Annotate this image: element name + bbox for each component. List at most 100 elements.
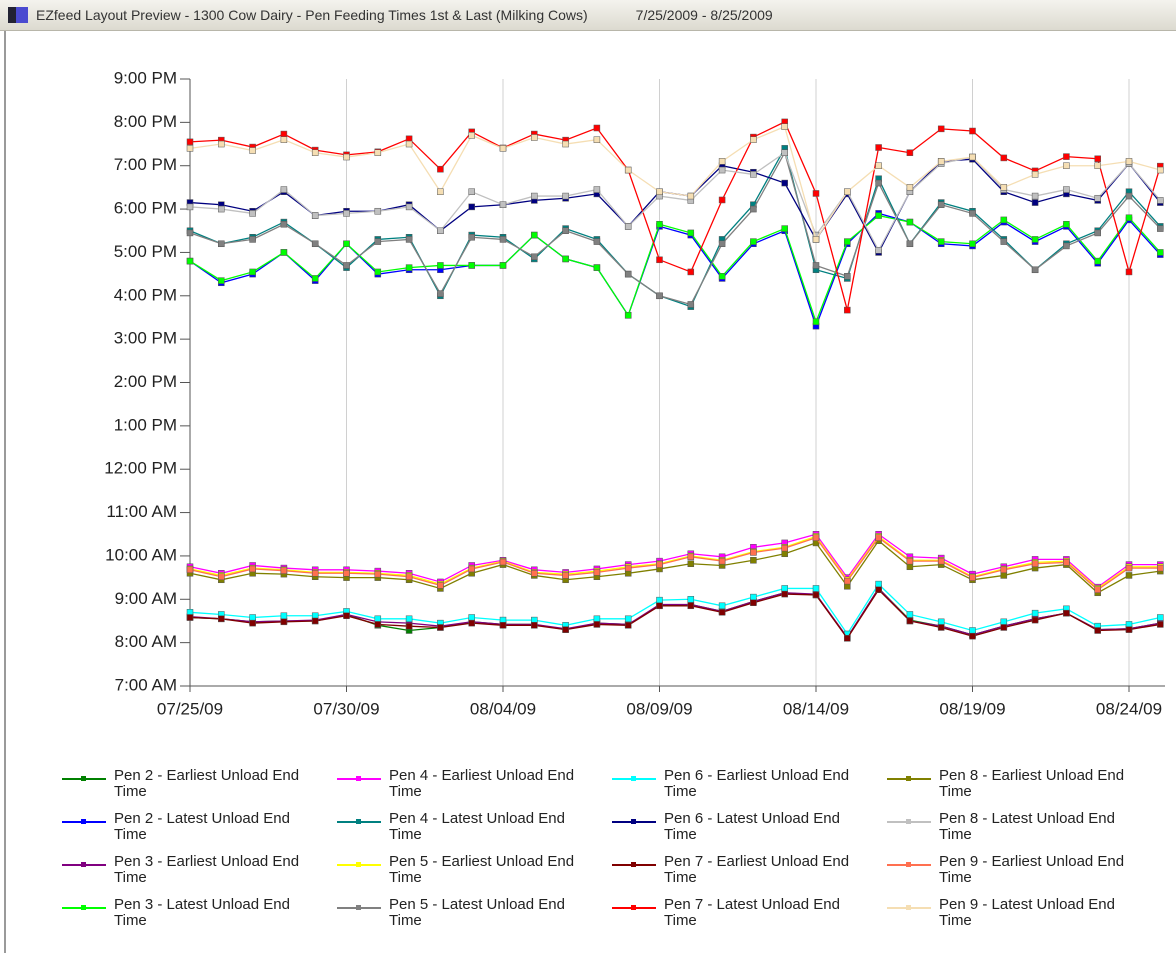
series-line [189, 158, 1161, 254]
series-line [189, 539, 1161, 594]
legend-item: Pen 6 - Earliest Unload End Time [612, 768, 882, 811]
data-point [374, 621, 382, 628]
data-point [280, 249, 288, 256]
data-point [186, 566, 194, 574]
legend-item: Pen 9 - Latest Unload End Time [887, 897, 1157, 940]
data-point [969, 210, 976, 217]
data-point [812, 262, 820, 269]
data-point [937, 624, 945, 631]
y-tick-label: 6:00 PM [114, 199, 177, 218]
data-point [718, 602, 726, 610]
legend-marker [631, 776, 636, 781]
data-point [875, 247, 882, 254]
data-point [750, 205, 757, 213]
legend-label: Pen 4 - Earliest Unload End Time [389, 767, 575, 800]
data-point [718, 166, 726, 174]
legend: Pen 2 - Earliest Unload End Time Pen 2 - … [62, 768, 1172, 948]
data-point [906, 563, 914, 571]
data-point [531, 253, 538, 261]
x-tick-label: 08/24/09 [1096, 699, 1162, 718]
data-point [1157, 614, 1164, 621]
data-point [343, 262, 350, 269]
legend-label: Pen 8 - Earliest Unload End Time [939, 767, 1125, 800]
data-point [186, 145, 194, 152]
data-point [311, 617, 319, 625]
data-point [812, 236, 820, 243]
data-point [906, 218, 914, 226]
legend-marker [906, 819, 911, 824]
data-point [499, 236, 507, 243]
data-point [844, 273, 851, 280]
data-point [1031, 266, 1039, 274]
legend-marker [356, 862, 361, 867]
data-point [1063, 162, 1070, 169]
data-point [937, 201, 945, 208]
data-point [437, 188, 444, 195]
data-point [374, 570, 382, 578]
data-point [750, 599, 757, 607]
data-point [687, 602, 695, 610]
series-line [189, 212, 1161, 329]
data-point [687, 268, 695, 276]
data-point [562, 572, 569, 579]
legend-item: Pen 8 - Earliest Unload End Time [887, 768, 1157, 811]
data-point [405, 140, 413, 148]
y-tick-label: 7:00 PM [114, 155, 177, 174]
data-point [844, 306, 851, 314]
data-point [1063, 242, 1070, 250]
data-point [781, 225, 788, 232]
data-point [531, 192, 538, 200]
data-point [405, 573, 413, 580]
data-point [906, 184, 914, 191]
legend-marker [906, 905, 911, 910]
series [186, 123, 1164, 243]
data-point [218, 277, 225, 284]
chart-title: EZfeed Layout Preview - 1300 Cow Dairy -… [36, 7, 588, 23]
legend-item: Pen 4 - Earliest Unload End Time [337, 768, 607, 811]
data-point [1031, 236, 1039, 243]
data-point [249, 210, 256, 217]
data-point [186, 138, 194, 146]
y-tick-label: 8:00 AM [115, 632, 177, 651]
data-point [186, 257, 194, 265]
series [186, 149, 1164, 254]
data-point [249, 236, 256, 243]
data-point [437, 227, 444, 234]
legend-marker [81, 776, 86, 781]
x-tick-label: 08/19/09 [939, 699, 1005, 718]
data-point [1000, 216, 1008, 224]
data-point [468, 565, 475, 573]
y-tick-label: 10:00 AM [105, 545, 177, 564]
data-point [437, 290, 444, 297]
title-bar: EZfeed Layout Preview - 1300 Cow Dairy -… [0, 0, 1176, 31]
data-point [1157, 564, 1164, 572]
data-point [249, 147, 256, 154]
data-point [750, 549, 757, 556]
series-line [189, 151, 1161, 252]
legend-marker [356, 905, 361, 910]
window-border [4, 31, 6, 953]
data-point [1063, 609, 1070, 617]
data-point [374, 615, 382, 623]
data-point [280, 612, 288, 620]
data-point [812, 190, 820, 197]
data-point [687, 192, 695, 200]
data-point [624, 622, 632, 629]
data-point [1094, 257, 1101, 265]
data-point [1157, 197, 1164, 204]
data-point [781, 149, 788, 156]
legend-label: Pen 4 - Latest Unload End Time [389, 810, 565, 843]
data-point [468, 188, 475, 195]
legend-label: Pen 2 - Earliest Unload End Time [114, 767, 300, 800]
data-point [343, 210, 350, 217]
legend-label: Pen 3 - Earliest Unload End Time [114, 853, 300, 886]
series-line [189, 533, 1161, 588]
data-point [781, 550, 788, 558]
y-tick-label: 4:00 PM [114, 285, 177, 304]
data-point [1000, 618, 1008, 626]
data-point [718, 196, 726, 204]
data-point [624, 615, 632, 623]
legend-label: Pen 7 - Earliest Unload End Time [664, 853, 850, 886]
legend-marker [81, 862, 86, 867]
